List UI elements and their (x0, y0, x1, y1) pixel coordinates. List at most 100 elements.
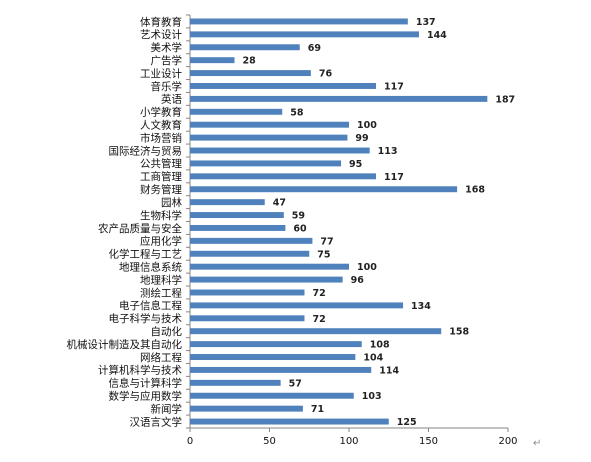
category-label: 生物科学 (140, 209, 182, 222)
bar (190, 212, 284, 219)
bar (190, 160, 342, 167)
paragraph-return-mark: ↵ (533, 438, 542, 449)
bar (190, 121, 349, 128)
data-label: 100 (357, 120, 377, 131)
category-label: 汉语言文学 (130, 415, 183, 428)
category-label: 电子科学与技术 (109, 312, 183, 325)
category-label: 财务管理 (140, 183, 182, 196)
data-label: 144 (427, 30, 447, 41)
data-label: 100 (357, 262, 377, 273)
data-label: 99 (355, 133, 368, 144)
bar (190, 263, 349, 270)
x-tick-label: 100 (339, 436, 358, 447)
category-label: 人文教育 (140, 119, 182, 132)
category-label: 数学与应用数学 (109, 390, 183, 403)
category-label: 英语 (161, 93, 182, 106)
category-label: 工商管理 (140, 170, 182, 183)
category-label: 公共管理 (140, 157, 182, 170)
x-tick-label: 200 (498, 436, 517, 447)
bar (190, 379, 281, 386)
bar (190, 418, 389, 425)
category-label: 体育教育 (140, 15, 182, 28)
bar (190, 83, 377, 89)
category-label: 信息与计算科学 (109, 377, 183, 390)
bar (190, 354, 356, 360)
data-label: 77 (320, 236, 333, 247)
bar (190, 31, 419, 38)
bar (190, 328, 442, 335)
category-label: 电子信息工程 (119, 299, 182, 312)
category-label: 小学教育 (140, 106, 182, 119)
data-label: 114 (379, 365, 399, 376)
data-label: 28 (243, 56, 257, 67)
category-label: 艺术设计 (140, 28, 182, 41)
category-label: 网络工程 (140, 351, 182, 364)
bar (190, 405, 303, 412)
bar (190, 224, 286, 231)
data-label: 58 (290, 107, 304, 118)
x-tick-label: 0 (187, 436, 193, 447)
category-label: 应用化学 (140, 235, 182, 248)
data-label: 117 (384, 172, 404, 183)
bar (190, 276, 343, 283)
data-label: 187 (495, 94, 515, 105)
x-tick-label: 50 (263, 436, 276, 447)
category-label: 工业设计 (140, 67, 182, 80)
data-label: 117 (384, 81, 404, 92)
data-label: 71 (311, 404, 324, 415)
data-label: 125 (397, 417, 417, 428)
bar (190, 108, 283, 115)
bar (190, 341, 362, 348)
category-label: 市场营销 (140, 131, 182, 144)
data-label: 104 (363, 353, 383, 364)
bar (190, 57, 235, 64)
data-label: 137 (416, 17, 436, 28)
category-label: 广告学 (151, 54, 183, 67)
data-label: 108 (370, 340, 390, 351)
bar (190, 173, 377, 180)
category-label: 美术学 (151, 41, 183, 54)
data-label: 96 (351, 275, 365, 286)
bar (190, 95, 488, 102)
data-label: 59 (292, 211, 305, 222)
category-label: 音乐学 (151, 80, 183, 93)
category-label: 国际经济与贸易 (109, 144, 183, 157)
data-label: 69 (308, 43, 321, 54)
data-label: 168 (465, 185, 485, 196)
data-label: 158 (449, 327, 469, 338)
data-label: 72 (312, 288, 325, 299)
category-label: 地理信息系统 (119, 260, 182, 273)
data-label: 103 (362, 391, 382, 402)
category-label: 地理科学 (140, 273, 182, 286)
data-label: 57 (289, 378, 302, 389)
category-label: 农产品质量与安全 (98, 222, 182, 235)
data-label: 76 (319, 69, 333, 80)
bar (190, 18, 408, 25)
data-label: 95 (349, 159, 362, 170)
bar (190, 199, 265, 206)
bar (190, 147, 370, 154)
category-label: 自动化 (151, 325, 183, 338)
data-label: 47 (273, 198, 286, 209)
data-label: 75 (317, 249, 330, 260)
data-label: 134 (411, 301, 431, 312)
data-label: 60 (293, 223, 307, 234)
category-label: 园林 (161, 196, 182, 209)
bar (190, 186, 458, 193)
category-label: 计算机科学与技术 (98, 364, 182, 377)
bar (190, 315, 305, 322)
category-label: 新闻学 (151, 402, 183, 415)
category-label: 化学工程与工艺 (109, 248, 183, 261)
bar (190, 289, 305, 296)
bar (190, 250, 310, 257)
bar (190, 366, 372, 373)
bar (190, 70, 311, 77)
bar (190, 134, 348, 141)
category-label: 机械设计制造及其自动化 (67, 338, 183, 351)
bar (190, 237, 313, 244)
data-label: 113 (378, 146, 398, 157)
bar (190, 302, 404, 309)
bar (190, 392, 354, 399)
